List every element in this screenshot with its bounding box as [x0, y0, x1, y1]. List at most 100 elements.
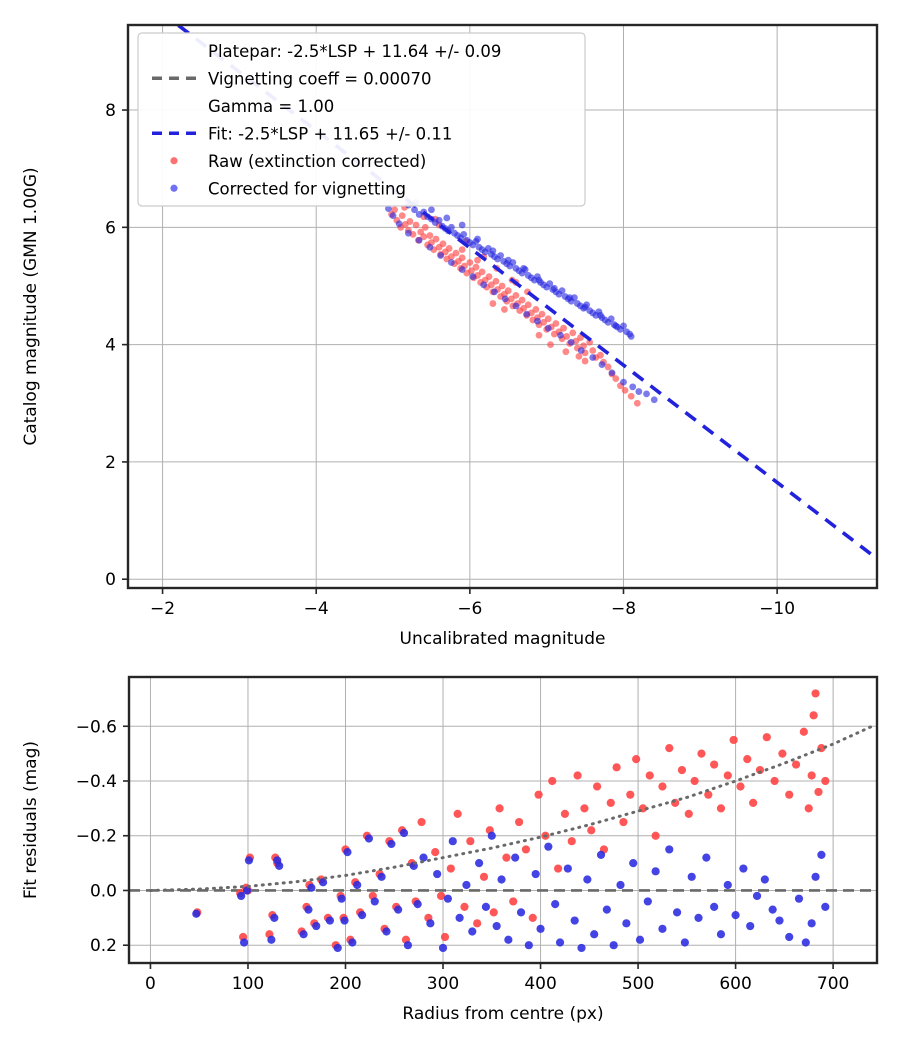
data-point	[632, 755, 641, 764]
data-point	[458, 221, 466, 229]
data-point	[535, 276, 543, 284]
y-tick-label: 2	[105, 453, 116, 473]
legend-item[interactable]: Gamma = 1.00	[208, 97, 334, 116]
data-point	[577, 334, 584, 341]
data-point	[633, 399, 641, 407]
data-point	[431, 848, 440, 857]
data-point	[411, 206, 418, 214]
data-point	[544, 324, 552, 332]
data-point	[436, 891, 446, 901]
data-point	[469, 273, 477, 280]
data-point	[404, 229, 412, 237]
data-point	[466, 259, 474, 266]
legend-label: Platepar: -2.5*LSP + 11.64 +/- 0.09	[208, 42, 501, 61]
data-point	[521, 845, 531, 854]
y-tick-label: −0.4	[76, 772, 117, 792]
data-point	[807, 919, 816, 928]
data-point	[353, 880, 362, 890]
data-point	[478, 268, 486, 276]
legend-label: Vignetting coeff = 0.00070	[208, 69, 432, 88]
data-point	[629, 383, 637, 391]
x-tick-label: 500	[622, 974, 654, 994]
data-point	[590, 930, 599, 939]
data-point	[487, 281, 495, 289]
data-point	[453, 809, 462, 818]
legend-item[interactable]: Platepar: -2.5*LSP + 11.64 +/- 0.09	[208, 42, 501, 61]
data-point	[557, 331, 564, 339]
data-point	[658, 924, 667, 933]
data-point	[563, 864, 572, 873]
data-point	[555, 938, 565, 947]
y-tick-label: −0.2	[76, 827, 117, 847]
data-point	[785, 790, 794, 799]
data-point	[532, 306, 540, 313]
data-point	[333, 943, 342, 953]
data-point	[398, 212, 406, 220]
data-point	[680, 938, 689, 947]
data-point	[752, 891, 762, 901]
data-point	[570, 916, 579, 925]
data-point	[562, 348, 570, 356]
data-point	[546, 280, 554, 288]
data-point	[370, 897, 379, 906]
data-point	[475, 859, 484, 868]
data-point	[702, 853, 711, 862]
data-point	[540, 318, 547, 326]
data-point	[580, 804, 589, 813]
data-point	[275, 861, 284, 870]
data-point	[739, 864, 748, 873]
data-point	[567, 338, 575, 346]
data-point	[498, 282, 506, 290]
data-point	[785, 932, 794, 942]
data-point	[509, 897, 518, 906]
data-point	[492, 921, 501, 931]
data-point	[687, 872, 696, 881]
data-point	[794, 894, 804, 903]
data-point	[528, 913, 537, 922]
series-corrected	[192, 828, 830, 953]
data-point	[304, 905, 313, 914]
data-point	[318, 878, 328, 887]
x-axis-label: Radius from centre (px)	[402, 1004, 603, 1024]
data-point	[755, 765, 765, 775]
data-point	[684, 809, 693, 818]
data-point	[602, 905, 611, 914]
data-point	[694, 913, 703, 922]
data-point	[487, 831, 496, 840]
data-point	[651, 831, 660, 840]
data-point	[412, 221, 420, 229]
data-point	[596, 850, 606, 859]
vignetting-curve	[148, 724, 874, 892]
data-point	[547, 341, 554, 349]
data-point	[421, 223, 429, 231]
data-point	[558, 287, 566, 295]
y-axis-label: Catalog magnitude (GMN 1.00G)	[21, 167, 41, 445]
series-corrected	[385, 199, 658, 404]
legend-item[interactable]: Corrected for vignetting	[170, 179, 406, 198]
data-point	[731, 911, 740, 920]
legend-item[interactable]: Vignetting coeff = 0.00070	[152, 69, 432, 88]
legend-label: Fit: -2.5*LSP + 11.65 +/- 0.11	[208, 124, 452, 143]
legend-item[interactable]: Raw (extinction corrected)	[170, 152, 426, 171]
data-point	[589, 354, 597, 361]
data-point	[520, 304, 528, 312]
x-tick-label: −10	[759, 599, 795, 619]
data-point	[612, 375, 620, 383]
data-point	[267, 935, 276, 944]
legend-box	[137, 32, 586, 207]
data-point	[536, 924, 545, 933]
x-tick-label: 200	[329, 974, 361, 994]
data-point	[357, 911, 367, 920]
data-point	[544, 842, 553, 851]
y-tick-label: 0.0	[90, 881, 117, 901]
data-point	[516, 908, 526, 917]
data-point	[377, 872, 386, 881]
legend-dot-swatch	[170, 157, 178, 165]
fit-residuals-plot: 0 100 200 300 400 500 600 700 0.2 0.0 −0.2 −0.4 −0.6…	[21, 675, 879, 1024]
data-point	[473, 919, 482, 928]
data-point	[312, 921, 321, 931]
data-point	[448, 259, 455, 266]
data-point	[497, 875, 506, 884]
legend-item[interactable]: Fit: -2.5*LSP + 11.65 +/- 0.11	[152, 124, 452, 143]
